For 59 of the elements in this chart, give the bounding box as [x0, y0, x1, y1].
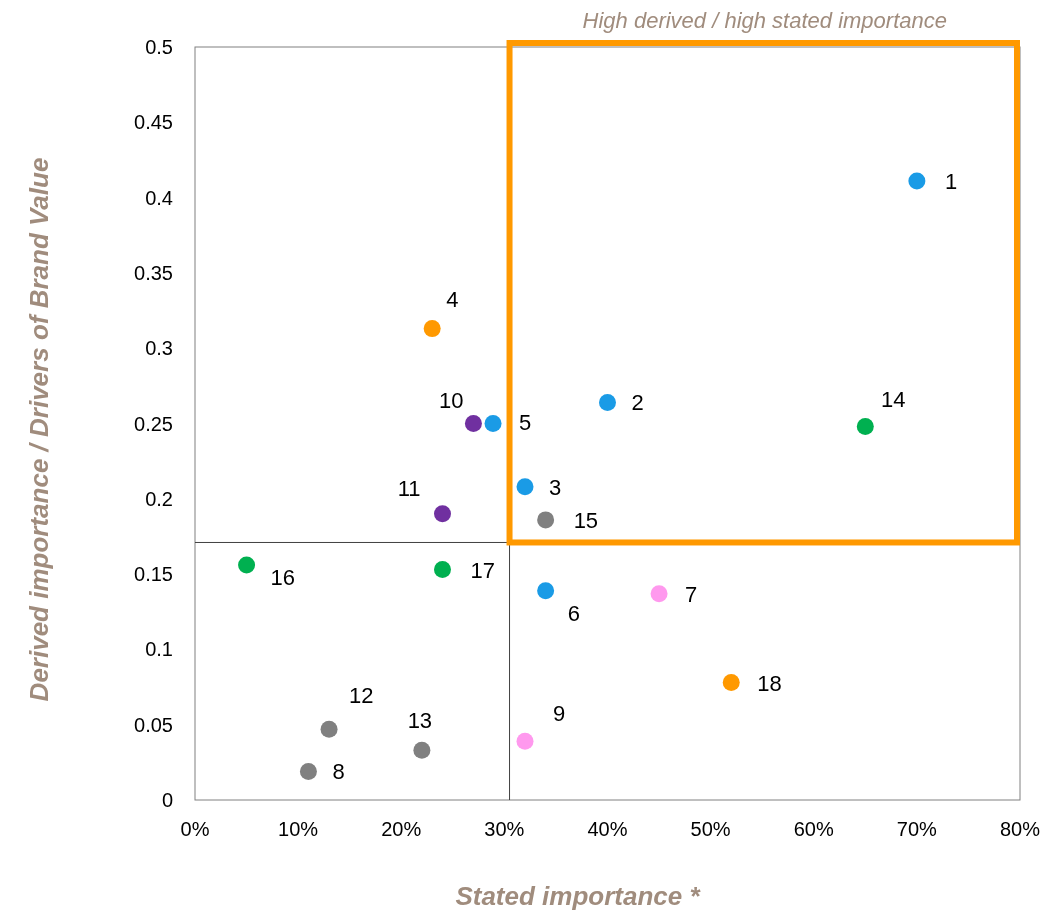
point — [434, 561, 451, 579]
y-tick-label: 0.05 — [134, 713, 173, 736]
x-tick-label: 0% — [180, 818, 210, 840]
series-label: 17 — [470, 557, 495, 583]
series-label: 6 — [567, 600, 580, 626]
point — [856, 418, 874, 436]
y-tick-label: 0.15 — [134, 563, 173, 586]
point — [464, 415, 482, 432]
y-tick-label: 0.35 — [134, 261, 173, 284]
series-label: 9 — [553, 701, 566, 727]
point — [599, 393, 616, 411]
series-label: 3 — [549, 474, 562, 500]
series-label: 14 — [881, 386, 906, 412]
point — [484, 415, 502, 432]
series-label: 12 — [349, 683, 374, 709]
x-tick-label: 80% — [999, 818, 1041, 840]
point — [537, 582, 555, 600]
point — [238, 556, 256, 574]
y-tick-label: 0.25 — [134, 412, 173, 435]
series-label: 18 — [757, 670, 782, 696]
x-tick-label: 30% — [484, 818, 525, 840]
series-label: 4 — [446, 286, 459, 312]
point — [516, 478, 534, 496]
x-tick-label: 10% — [278, 818, 319, 840]
y-axis-title: Derived importance / Drivers of Brand Value — [24, 157, 54, 702]
x-tick-label: 40% — [587, 818, 628, 840]
text: High derived / high stated importance — [582, 8, 947, 33]
x-tick-label: 70% — [896, 818, 938, 840]
point — [320, 720, 338, 738]
point — [650, 585, 668, 603]
x-tick-label: 50% — [690, 818, 731, 840]
point — [299, 762, 317, 780]
series-label: 11 — [397, 475, 421, 501]
series-label: 10 — [438, 387, 464, 413]
series-label: 16 — [270, 565, 296, 591]
series-label: 15 — [573, 507, 599, 533]
point — [537, 511, 555, 529]
series-label: 8 — [332, 759, 345, 785]
y-tick-label: 0.3 — [145, 337, 173, 360]
point — [413, 741, 431, 759]
y-tick-label: 0.2 — [145, 487, 173, 510]
series-label: 5 — [519, 409, 532, 435]
x-axis-title: Stated importance * — [455, 881, 702, 911]
series-label: 7 — [685, 581, 698, 607]
series-label: 2 — [631, 390, 644, 416]
point — [423, 320, 441, 338]
point — [434, 505, 451, 523]
series-label: 13 — [407, 708, 433, 734]
point — [908, 172, 926, 190]
y-tick-label: 0.45 — [134, 111, 173, 134]
point — [722, 674, 740, 692]
y-tick-label: 0.5 — [145, 36, 173, 58]
y-tick-label: 0.4 — [145, 186, 173, 209]
series-label: 1 — [944, 169, 958, 195]
point — [516, 732, 534, 750]
x-tick-label: 60% — [793, 818, 834, 840]
y-tick-label: 0 — [161, 789, 173, 811]
x-tick-label: 20% — [381, 818, 422, 840]
y-tick-label: 0.1 — [145, 638, 173, 661]
